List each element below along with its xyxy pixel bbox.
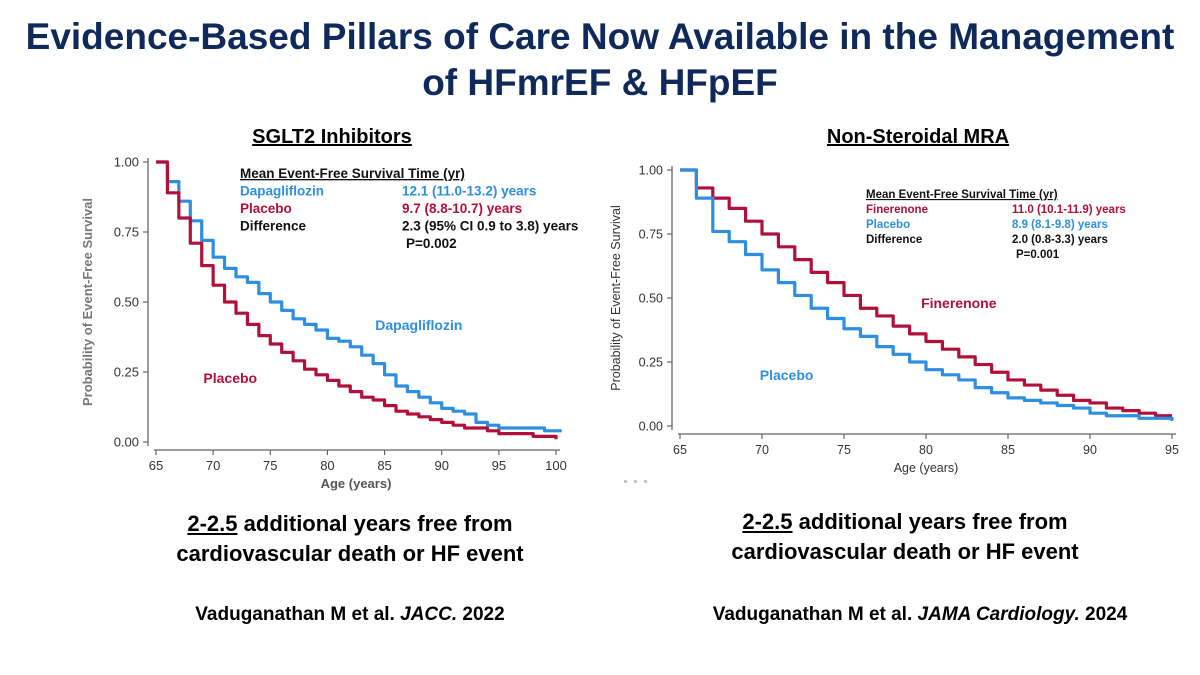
stats-table-header: Mean Event-Free Survival Time (yr) xyxy=(240,166,465,181)
stats-table-header: Mean Event-Free Survival Time (yr) xyxy=(866,189,1058,201)
stats-row-label: Dapagliflozin xyxy=(240,184,324,199)
series-line-placebo xyxy=(680,168,1174,421)
left-cite-authors: Vaduganathan M et al. xyxy=(195,604,401,625)
right-chart-heading: Non-Steroidal MRA xyxy=(826,126,1010,148)
x-tick-label: 70 xyxy=(206,458,220,473)
y-tick-label: 0.75 xyxy=(639,228,663,242)
mra-survival-chart: 0.00 0.25 0.50 0.75 1.00 65 70 75 80 85 90 95 Age (y… xyxy=(609,164,1179,476)
left-caption-line2: cardiovascular death or HF event xyxy=(176,541,524,566)
x-tick-label: 95 xyxy=(1165,443,1179,457)
stats-row-label: Finerenone xyxy=(866,204,928,216)
left-caption-highlight: 2-2.5 xyxy=(187,511,238,536)
stats-row-value: P=0.002 xyxy=(406,236,457,251)
x-tick-label: 80 xyxy=(919,443,933,457)
y-tick-label: 0.50 xyxy=(639,292,663,306)
x-tick-label: 85 xyxy=(377,458,391,473)
y-tick-label: 1.00 xyxy=(114,155,139,170)
y-axis-label: Probability of Event-Free Survival xyxy=(80,198,95,406)
stats-row-label: Difference xyxy=(240,219,307,234)
x-tick-label: 85 xyxy=(1001,443,1015,457)
series-annotation: Finerenone xyxy=(921,295,997,311)
artifact-dot xyxy=(644,480,647,483)
x-tick-label: 80 xyxy=(320,458,334,473)
right-cite-authors: Vaduganathan M et al. xyxy=(712,604,918,625)
right-caption-line1: additional years free from xyxy=(792,509,1068,534)
right-caption-line2: cardiovascular death or HF event xyxy=(731,539,1079,564)
left-cite-journal: JACC. xyxy=(400,604,458,625)
series-annotation: Placebo xyxy=(203,370,257,386)
y-tick-label: 0.50 xyxy=(114,295,139,310)
stats-row-value: P=0.001 xyxy=(1016,249,1060,261)
title-line-2: of HFmrEF & HFpEF xyxy=(422,62,778,103)
stats-row-value: 2.3 (95% CI 0.9 to 3.8) years xyxy=(402,219,578,234)
y-tick-label: 0.00 xyxy=(639,420,663,434)
stats-row-label: Placebo xyxy=(866,219,910,231)
x-tick-label: 65 xyxy=(673,443,687,457)
right-citation: Vaduganathan M et al. JAMA Cardiology. 2… xyxy=(640,604,1200,626)
x-tick-label: 70 xyxy=(755,443,769,457)
y-tick-label: 0.25 xyxy=(639,356,663,370)
series-line-finerenone xyxy=(680,168,1172,418)
left-caption-line1: additional years free from xyxy=(237,511,513,536)
stats-row-label: Placebo xyxy=(240,201,292,216)
x-tick-label: 90 xyxy=(1083,443,1097,457)
x-axis-label: Age (years) xyxy=(894,461,959,475)
y-tick-label: 1.00 xyxy=(639,164,663,178)
series-annotation: Placebo xyxy=(760,367,814,383)
left-citation: Vaduganathan M et al. JACC. 2022 xyxy=(70,604,630,626)
title-line-1: Evidence-Based Pillars of Care Now Avail… xyxy=(25,16,1175,57)
stats-row-value: 8.9 (8.1-9.8) years xyxy=(1012,219,1108,231)
x-tick-label: 90 xyxy=(434,458,448,473)
x-tick-label: 65 xyxy=(149,458,163,473)
right-cite-journal: JAMA Cardiology. xyxy=(917,604,1080,625)
x-tick-label: 75 xyxy=(263,458,277,473)
artifact-dot xyxy=(634,480,637,483)
stats-row-value: 2.0 (0.8-3.3) years xyxy=(1012,234,1108,246)
stats-row-value: 12.1 (11.0-13.2) years xyxy=(402,184,536,199)
right-cite-year: 2024 xyxy=(1079,604,1128,625)
series-line-dapagliflozin xyxy=(156,160,562,433)
left-caption: 2-2.5 additional years free from cardiov… xyxy=(100,509,600,569)
x-axis-label: Age (years) xyxy=(321,476,392,491)
x-tick-label: 100 xyxy=(545,458,567,473)
y-tick-label: 0.25 xyxy=(114,365,139,380)
stats-row-value: 11.0 (10.1-11.9) years xyxy=(1012,204,1126,216)
series-annotation: Dapagliflozin xyxy=(375,317,462,333)
x-tick-label: 95 xyxy=(492,458,506,473)
series-line-placebo xyxy=(156,160,558,440)
right-caption-highlight: 2-2.5 xyxy=(742,509,793,534)
y-tick-label: 0.00 xyxy=(114,435,139,450)
left-chart-heading: SGLT2 Inhibitors xyxy=(252,126,412,148)
stats-row-value: 9.7 (8.8-10.7) years xyxy=(402,201,522,216)
y-axis-label: Probability of Event-Free Survival xyxy=(609,205,623,391)
y-tick-label: 0.75 xyxy=(114,225,139,240)
slide-title: Evidence-Based Pillars of Care Now Avail… xyxy=(0,14,1200,106)
left-cite-year: 2022 xyxy=(457,604,505,625)
x-tick-label: 75 xyxy=(837,443,851,457)
right-caption: 2-2.5 additional years free from cardiov… xyxy=(655,507,1155,567)
sglt2-survival-chart: 0.00 0.25 0.50 0.75 1.00 65 70 75 80 85 90 95 100 Age… xyxy=(80,155,578,492)
stats-row-label: Difference xyxy=(866,234,922,246)
artifact-dot xyxy=(624,480,627,483)
